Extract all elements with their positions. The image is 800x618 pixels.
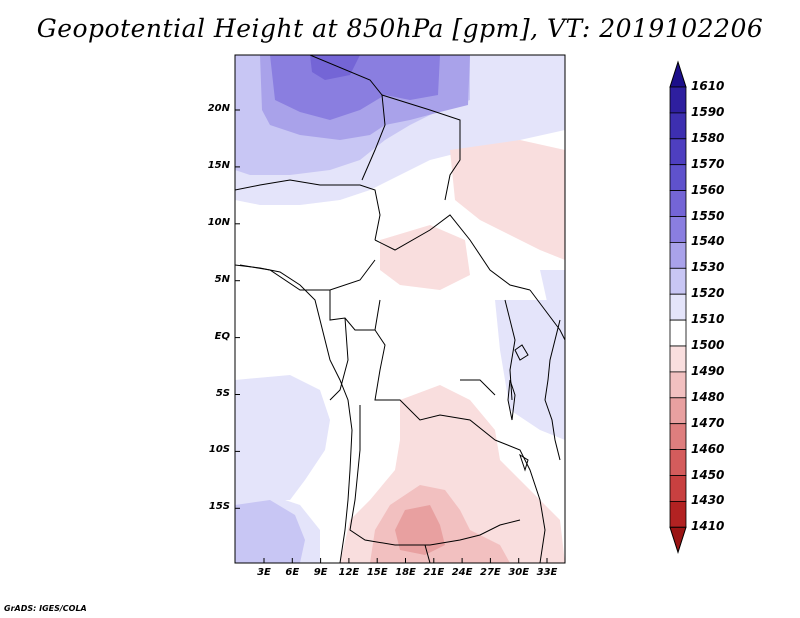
lon-label: 21E — [423, 567, 445, 578]
colorbar-top-arrow — [669, 60, 687, 88]
lon-label: 33E — [536, 567, 558, 578]
colorbar-level-label: 1450 — [691, 467, 725, 482]
axis-ticks — [235, 109, 548, 563]
colorbar-box — [669, 241, 687, 269]
colorbar-level-label: 1520 — [691, 286, 725, 301]
grads-credit: GrADS: IGES/COLA — [4, 604, 87, 613]
lon-label: 18E — [395, 567, 416, 578]
colorbar-box — [669, 500, 687, 528]
colorbar-box — [669, 112, 687, 140]
lat-label: 15N — [207, 159, 230, 171]
colorbar-box — [669, 449, 687, 476]
colorbar-box — [669, 319, 687, 347]
colorbar-level-label: 1560 — [691, 182, 725, 197]
colorbar-level-label: 1460 — [691, 441, 725, 456]
colorbar-box — [669, 190, 687, 217]
height-field — [235, 55, 565, 563]
lat-label: 5S — [215, 387, 230, 399]
colorbar-box — [669, 371, 687, 399]
colorbar-bottom-arrow — [669, 526, 687, 554]
colorbar-box — [669, 86, 687, 114]
colorbar-level-label: 1570 — [691, 156, 725, 171]
lat-label: 5N — [214, 273, 230, 285]
colorbar-level-label: 1490 — [691, 363, 725, 378]
colorbar-level-label: 1410 — [691, 519, 725, 534]
colorbar-level-label: 1540 — [691, 234, 725, 249]
colorbar-box — [669, 397, 687, 425]
lon-label: 27E — [480, 567, 501, 578]
colorbar-box — [669, 216, 687, 243]
lat-label: 20N — [207, 103, 230, 114]
lat-label: EQ — [214, 330, 230, 342]
lat-label: 15S — [208, 501, 230, 513]
lon-label: 6E — [285, 567, 300, 578]
lat-label: 10S — [208, 444, 230, 456]
lon-label: 9E — [313, 567, 328, 578]
map-title: Geopotential Height at 850hPa [gpm], VT:… — [36, 14, 764, 43]
colorbar-level-label: 1480 — [691, 389, 725, 404]
colorbar-level-label: 1590 — [691, 104, 725, 119]
colorbar-level-label: 1530 — [691, 260, 725, 275]
colorbar-level-label: 1550 — [691, 208, 725, 223]
colorbar-box — [669, 267, 687, 295]
lat-label: 10N — [207, 216, 230, 228]
colorbar-level-label: 1610 — [691, 79, 725, 93]
colorbar-level-label: 1500 — [691, 338, 725, 352]
lon-label: 3E — [257, 567, 271, 578]
lon-label: 24E — [451, 567, 473, 578]
lon-label: 15E — [366, 567, 388, 578]
lon-label: 30E — [508, 567, 530, 578]
map-frame — [234, 54, 566, 564]
colorbar-level-label: 1510 — [691, 312, 725, 327]
colorbar — [669, 60, 687, 554]
colorbar-box — [669, 423, 687, 451]
colorbar-level-label: 1470 — [691, 415, 725, 430]
colorbar-box — [669, 164, 687, 191]
colorbar-box — [669, 345, 687, 373]
colorbar-box — [669, 138, 687, 166]
colorbar-level-label: 1580 — [691, 130, 725, 145]
colorbar-box — [669, 293, 687, 321]
colorbar-box — [669, 475, 687, 502]
lon-label: 12E — [338, 567, 360, 578]
colorbar-level-label: 1430 — [691, 493, 725, 508]
